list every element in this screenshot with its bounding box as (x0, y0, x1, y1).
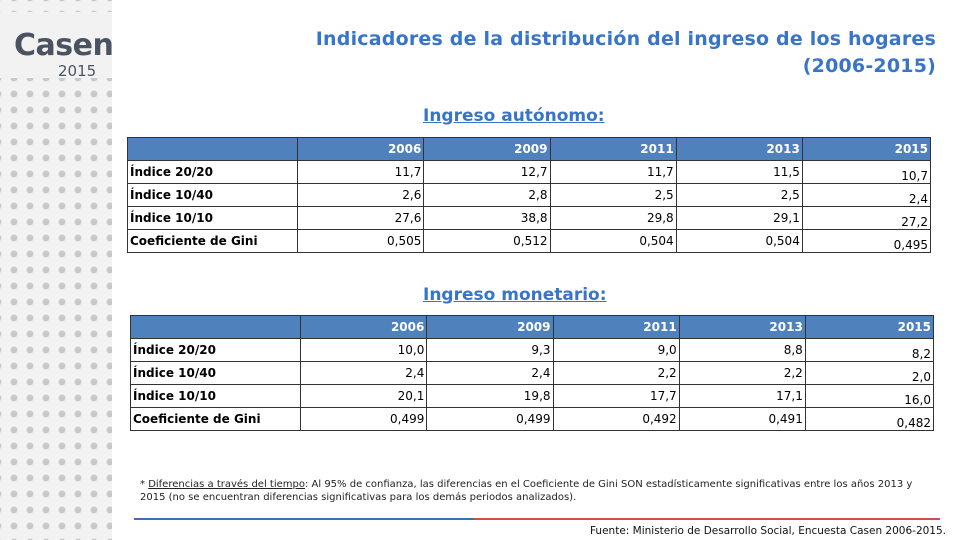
footnote: * Diferencias a través del tiempo: Al 95… (140, 479, 940, 504)
cell-value: 27,6 (297, 206, 425, 230)
cell-value: 0,499 (426, 407, 554, 431)
row-label: Índice 10/40 (129, 361, 302, 385)
table-row: Índice 10/40 2,4 2,4 2,2 2,2 2,0 (129, 361, 935, 385)
table-ingreso-monetario: 2006 2009 2011 2013 2015 Índice 20/20 10… (129, 315, 935, 431)
header-year: 2013 (678, 315, 806, 339)
header-year: 2015 (804, 315, 935, 339)
logo-word: Casen (14, 28, 114, 63)
cell-value: 2,2 (552, 361, 680, 385)
cell-value: 10,0 (300, 338, 428, 362)
header-year: 2006 (297, 137, 425, 161)
row-label: Índice 10/10 (129, 384, 302, 408)
header-year: 2013 (675, 137, 803, 161)
header-year: 2006 (300, 315, 428, 339)
header-year: 2011 (552, 315, 680, 339)
header-corner-cell (129, 315, 302, 339)
cell-value: 29,1 (675, 206, 803, 230)
cell-value: 2,5 (549, 183, 677, 207)
cell-value: 9,0 (552, 338, 680, 362)
row-label: Coeficiente de Gini (126, 229, 299, 253)
cell-value: 0,499 (300, 407, 428, 431)
table-row: Coeficiente de Gini 0,499 0,499 0,492 0,… (129, 407, 935, 431)
header-corner-cell (126, 137, 299, 161)
footnote-text: : Al 95% de confianza, las diferencias e… (140, 479, 913, 503)
cell-value: 0,504 (549, 229, 677, 253)
cell-value: 10,7 (801, 160, 932, 184)
page-title: Indicadores de la distribución del ingre… (236, 26, 936, 80)
table-row: Índice 10/10 20,1 19,8 17,7 17,1 16,0 (129, 384, 935, 408)
cell-value: 9,3 (426, 338, 554, 362)
cell-value: 2,6 (297, 183, 425, 207)
cell-value: 2,4 (300, 361, 428, 385)
cell-value: 2,8 (423, 183, 551, 207)
cell-value: 2,4 (801, 183, 932, 207)
header-year: 2009 (426, 315, 554, 339)
title-line-1: Indicadores de la distribución del ingre… (315, 28, 936, 50)
table-header-row: 2006 2009 2011 2013 2015 (129, 315, 935, 339)
cell-value: 2,4 (426, 361, 554, 385)
cell-value: 11,7 (297, 160, 425, 184)
cell-value: 2,5 (675, 183, 803, 207)
cell-value: 0,505 (297, 229, 425, 253)
source-citation: Fuente: Ministerio de Desarrollo Social,… (589, 525, 946, 537)
table-ingreso-autonomo: 2006 2009 2011 2013 2015 Índice 20/20 11… (126, 137, 932, 253)
header-year: 2009 (423, 137, 551, 161)
table-row: Índice 20/20 10,0 9,3 9,0 8,8 8,2 (129, 338, 935, 362)
cell-value: 17,7 (552, 384, 680, 408)
cell-value: 8,2 (804, 338, 935, 362)
footnote-underlined: Diferencias a través del tiempo (148, 479, 305, 490)
cell-value: 0,504 (675, 229, 803, 253)
casen-logo: Casen 2015 (0, 12, 114, 80)
cell-value: 0,512 (423, 229, 551, 253)
cell-value: 17,1 (678, 384, 806, 408)
table-row: Coeficiente de Gini 0,505 0,512 0,504 0,… (126, 229, 932, 253)
cell-value: 0,491 (678, 407, 806, 431)
cell-value: 0,492 (552, 407, 680, 431)
cell-value: 8,8 (678, 338, 806, 362)
logo-year: 2015 (58, 62, 97, 80)
row-label: Índice 20/20 (129, 338, 302, 362)
cell-value: 29,8 (549, 206, 677, 230)
section-title-monetario: Ingreso monetario: (423, 285, 607, 305)
cell-value: 38,8 (423, 206, 551, 230)
footnote-prefix: * (140, 479, 149, 490)
cell-value: 11,7 (549, 160, 677, 184)
cell-value: 11,5 (675, 160, 803, 184)
cell-value: 16,0 (804, 384, 935, 408)
cell-value: 19,8 (426, 384, 554, 408)
row-label: Coeficiente de Gini (129, 407, 302, 431)
cell-value: 0,482 (804, 407, 935, 431)
section-title-autonomo: Ingreso autónomo: (423, 106, 605, 126)
table-header-row: 2006 2009 2011 2013 2015 (126, 137, 932, 161)
divider-blue (134, 518, 474, 520)
cell-value: 0,495 (801, 229, 932, 253)
table-row: Índice 10/10 27,6 38,8 29,8 29,1 27,2 (126, 206, 932, 230)
cell-value: 2,0 (804, 361, 935, 385)
table-row: Índice 20/20 11,7 12,7 11,7 11,5 10,7 (126, 160, 932, 184)
dotted-sidebar (0, 0, 112, 540)
header-year: 2015 (801, 137, 932, 161)
cell-value: 2,2 (678, 361, 806, 385)
row-label: Índice 10/10 (126, 206, 299, 230)
row-label: Índice 20/20 (126, 160, 299, 184)
header-year: 2011 (549, 137, 677, 161)
cell-value: 12,7 (423, 160, 551, 184)
table-row: Índice 10/40 2,6 2,8 2,5 2,5 2,4 (126, 183, 932, 207)
divider-red (474, 518, 940, 520)
title-line-2: (2006-2015) (802, 55, 936, 77)
row-label: Índice 10/40 (126, 183, 299, 207)
cell-value: 20,1 (300, 384, 428, 408)
cell-value: 27,2 (801, 206, 932, 230)
